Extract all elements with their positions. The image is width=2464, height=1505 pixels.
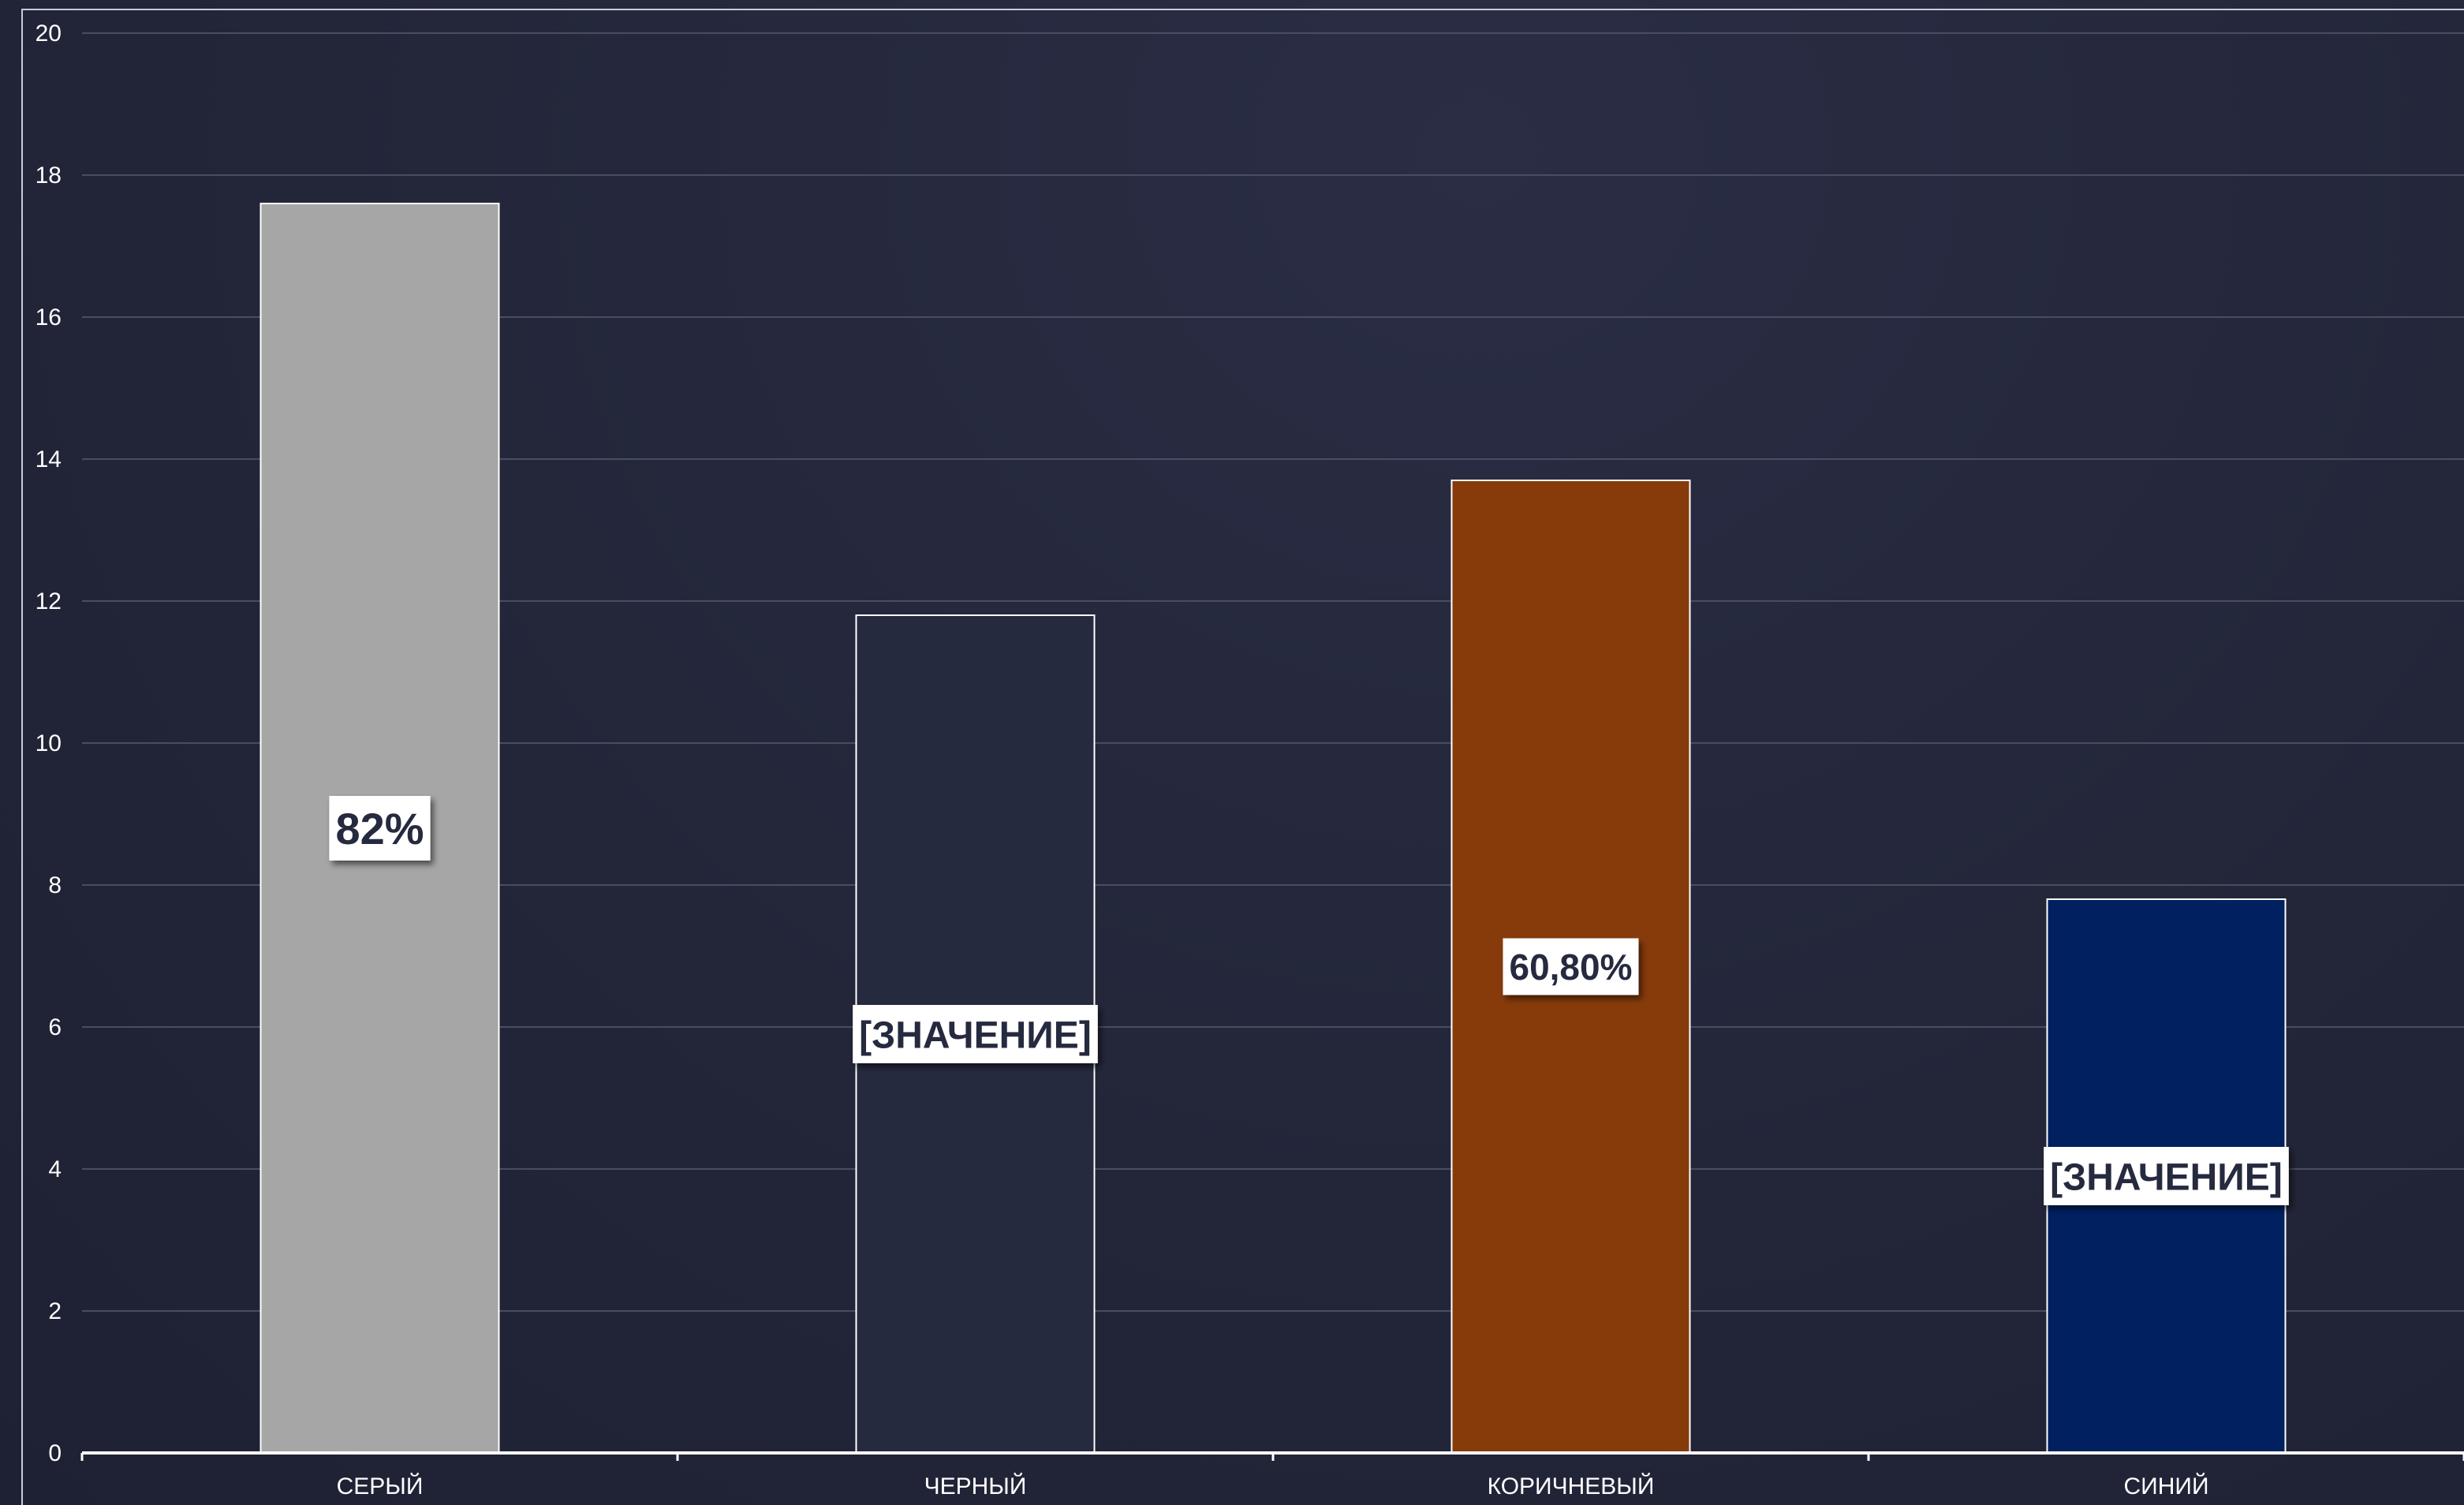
y-tick-label: 16 — [35, 304, 62, 331]
y-tick-label: 14 — [35, 446, 62, 472]
data-label-text: 82% — [335, 804, 424, 853]
chart-frame — [21, 9, 2464, 1505]
data-label-text: 60,80% — [1509, 947, 1632, 988]
x-tick-label: СЕРЫЙ — [337, 1473, 424, 1499]
x-axis-tick-labels: СЕРЫЙ ЧЕРНЫЙ КОРИЧНЕВЫЙ СИНИЙ — [337, 1473, 2209, 1499]
data-label-box — [1503, 938, 1639, 995]
x-tick-label: ЧЕРНЫЙ — [924, 1473, 1027, 1499]
y-axis-tick-labels: 0 2 4 6 8 10 12 14 16 18 20 — [35, 21, 62, 1466]
y-tick-label: 8 — [48, 872, 62, 898]
x-tick-label: СИНИЙ — [2123, 1473, 2208, 1499]
y-tick-label: 2 — [48, 1298, 62, 1324]
y-tick-label: 6 — [48, 1014, 62, 1040]
data-label: [ЗНАЧЕНИЕ] — [2044, 1147, 2289, 1205]
y-tick-label: 18 — [35, 162, 62, 189]
data-labels: 82% [ЗНАЧЕНИЕ] 60,80% [ЗНАЧЕНИЕ] — [329, 796, 2289, 1205]
bars — [259, 203, 2287, 1454]
y-tick-label: 10 — [35, 730, 62, 756]
x-axis — [80, 1451, 2464, 1461]
data-label: 82% — [329, 796, 431, 861]
data-label-box — [329, 796, 431, 861]
x-tick-label: КОРИЧНЕВЫЙ — [1488, 1473, 1655, 1499]
gridlines — [82, 32, 2464, 1312]
data-label: 60,80% — [1503, 938, 1639, 995]
y-tick-label: 12 — [35, 588, 62, 614]
y-tick-label: 4 — [48, 1156, 62, 1182]
data-label-box — [853, 1005, 1098, 1063]
data-label-box — [2044, 1147, 2289, 1205]
data-label-text: [ЗНАЧЕНИЕ] — [859, 1014, 1092, 1056]
y-tick-label: 20 — [35, 21, 62, 47]
data-label-text: [ЗНАЧЕНИЕ] — [2050, 1156, 2283, 1198]
data-label: [ЗНАЧЕНИЕ] — [853, 1005, 1098, 1063]
y-tick-label: 0 — [48, 1440, 62, 1466]
